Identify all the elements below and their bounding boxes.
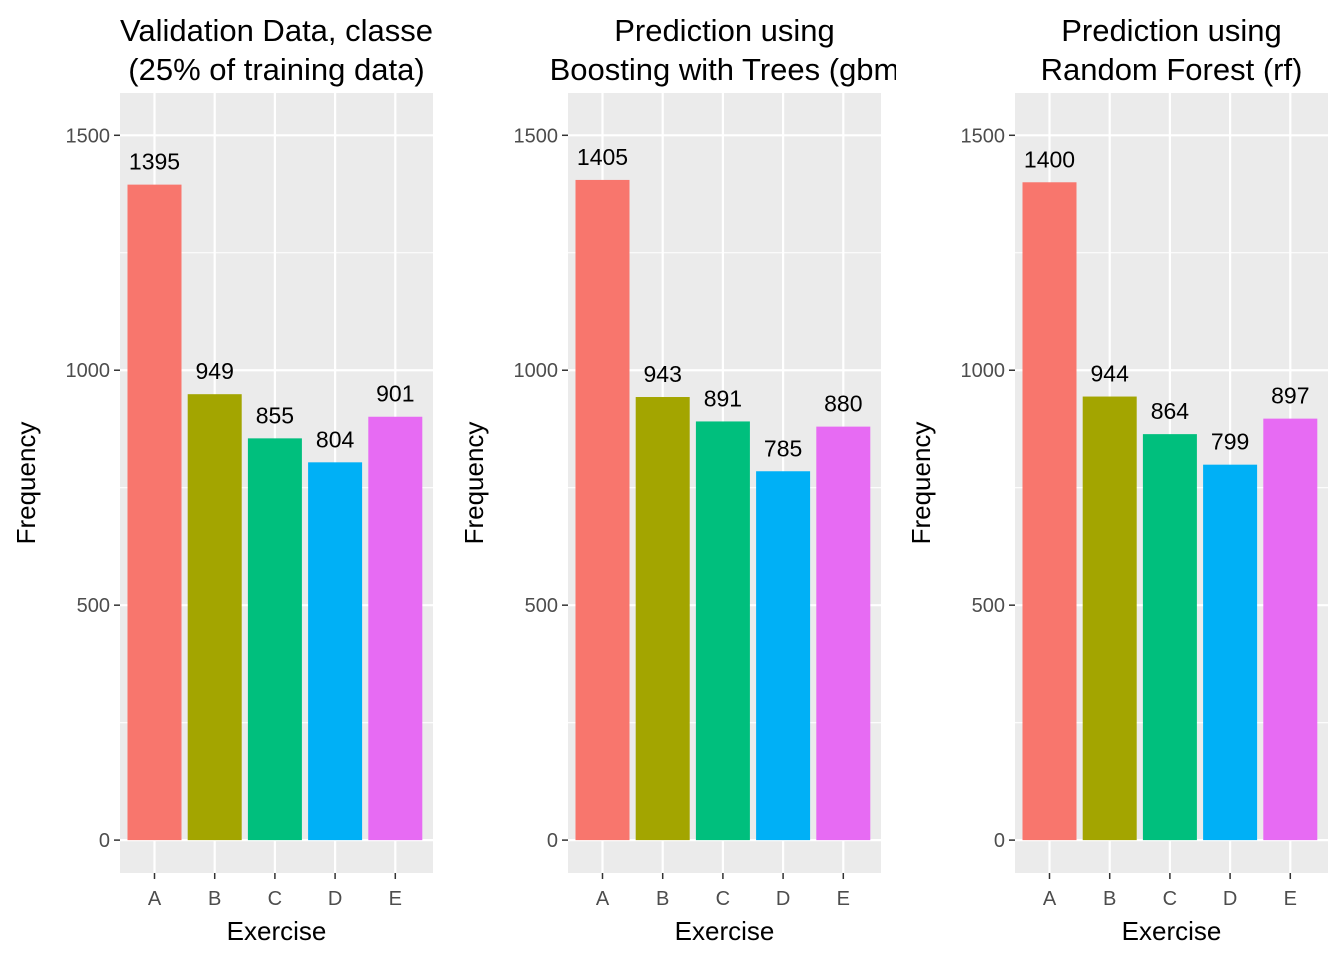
y-tick-label: 500: [972, 595, 1005, 617]
y-tick-label: 1500: [961, 125, 1006, 147]
bar-c: [247, 438, 302, 841]
chart-panel-1: Validation Data, classe (25% of training …: [11, 13, 433, 946]
chart-title: Prediction using Random Forest (rf): [1041, 13, 1303, 87]
chart-title-line-2: (25% of training data): [128, 52, 424, 87]
x-tick-label-a: A: [596, 888, 610, 910]
bar-c: [695, 421, 750, 841]
x-axis-title: Exercise: [675, 916, 775, 946]
chart-title-line-1: Validation Data, classe: [120, 13, 433, 48]
y-tick-label: 1500: [66, 125, 111, 147]
data-label-b: 944: [1091, 361, 1130, 387]
x-tick-label-c: C: [716, 888, 730, 910]
bar-b: [1082, 396, 1137, 841]
y-tick-label: 500: [525, 595, 558, 617]
bar-b: [635, 397, 690, 841]
y-tick-label: 500: [77, 595, 110, 617]
y-tick-label: 1500: [514, 125, 559, 147]
x-tick-label-a: A: [148, 888, 162, 910]
data-label-a: 1400: [1024, 146, 1075, 172]
bar-d: [756, 471, 811, 841]
data-label-d: 804: [316, 426, 355, 452]
x-tick-label-a: A: [1043, 888, 1057, 910]
x-tick-label-d: D: [776, 888, 790, 910]
data-label-e: 880: [824, 391, 862, 417]
bar-c: [1142, 434, 1197, 841]
x-tick-label-e: E: [389, 888, 402, 910]
chart-title-line-1: Prediction using: [1061, 13, 1282, 48]
x-tick-label-b: B: [656, 888, 669, 910]
bar-a: [575, 179, 630, 841]
y-axis-title: Frequency: [459, 422, 489, 545]
data-label-d: 799: [1211, 429, 1249, 455]
bar-e: [816, 426, 871, 841]
chart-panels: Validation Data, classe (25% of training …: [11, 13, 1328, 946]
y-tick-label: 0: [99, 830, 110, 852]
y-axis-title: Frequency: [11, 422, 41, 545]
x-tick-label-d: D: [328, 888, 342, 910]
y-tick-label: 1000: [66, 360, 111, 382]
bar-a: [1022, 182, 1077, 841]
data-label-a: 1405: [577, 144, 628, 170]
bar-d: [1203, 464, 1258, 841]
data-label-a: 1395: [129, 149, 180, 175]
data-label-b: 943: [644, 361, 682, 387]
x-tick-label-b: B: [1103, 888, 1116, 910]
x-tick-label-b: B: [208, 888, 221, 910]
data-label-c: 891: [704, 385, 742, 411]
chart-panel-3: Prediction using Random Forest (rf) 1400 94…: [906, 13, 1328, 946]
x-tick-label-c: C: [268, 888, 282, 910]
data-label-e: 901: [376, 381, 414, 407]
bar-e: [1263, 418, 1318, 841]
data-label-d: 785: [764, 435, 802, 461]
data-label-e: 897: [1271, 383, 1309, 409]
bar-a: [127, 184, 182, 841]
x-tick-label-e: E: [1284, 888, 1297, 910]
chart-title-line-2: Random Forest (rf): [1041, 52, 1303, 87]
chart-panel-2: Prediction using Boosting with Trees (gbm…: [459, 13, 900, 946]
data-label-b: 949: [196, 358, 234, 384]
chart-title: Prediction using Boosting with Trees (gbm: [550, 13, 900, 87]
x-axis-title: Exercise: [1122, 916, 1222, 946]
x-tick-label-e: E: [837, 888, 850, 910]
x-axis-title: Exercise: [227, 916, 327, 946]
y-tick-label: 1000: [514, 360, 559, 382]
y-tick-label: 0: [994, 830, 1005, 852]
data-label-c: 864: [1151, 398, 1190, 424]
data-label-c: 855: [256, 402, 294, 428]
chart-title: Validation Data, classe (25% of training …: [120, 13, 433, 87]
y-axis-title: Frequency: [906, 422, 936, 545]
bar-e: [368, 416, 423, 841]
chart-title-line-2: Boosting with Trees (gbm: [550, 52, 900, 87]
y-tick-label: 0: [547, 830, 558, 852]
x-tick-label-c: C: [1163, 888, 1177, 910]
y-tick-label: 1000: [961, 360, 1006, 382]
chart-title-line-1: Prediction using: [614, 13, 835, 48]
bar-d: [308, 462, 363, 841]
bar-b: [187, 394, 242, 841]
x-tick-label-d: D: [1223, 888, 1237, 910]
